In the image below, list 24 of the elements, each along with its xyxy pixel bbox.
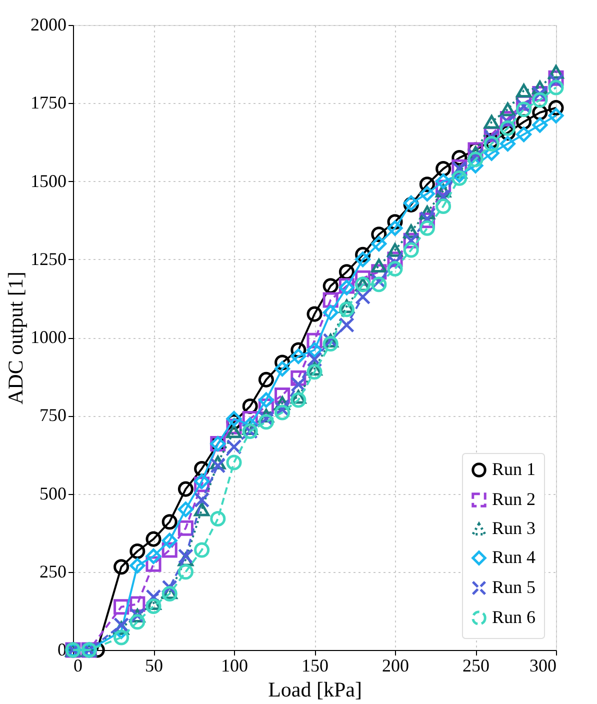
legend-label: Run 6: [492, 607, 536, 627]
legend-label: Run 4: [492, 547, 536, 567]
x-tick-label: 150: [302, 656, 328, 676]
x-tick-label: 250: [462, 656, 490, 676]
x-tick-label: 100: [221, 656, 248, 676]
y-axis-title: ADC output [1]: [4, 272, 28, 404]
y-tick-label: 250: [40, 561, 66, 582]
y-tick-label: 0: [58, 640, 66, 660]
y-tick-label: 1250: [30, 248, 66, 269]
x-axis-title: Load [kPa]: [268, 678, 362, 702]
y-tick-label: 1750: [30, 92, 66, 113]
legend-label: Run 5: [492, 577, 536, 597]
x-tick-label: 50: [145, 656, 163, 676]
x-tick-label: 300: [530, 656, 556, 676]
x-tick-label: 0: [74, 656, 82, 676]
y-tick-label: 1000: [30, 327, 66, 347]
y-tick-label: 2000: [30, 14, 66, 34]
legend-label: Run 3: [492, 518, 536, 538]
y-tick-label: 500: [40, 483, 66, 504]
legend-label: Run 1: [492, 459, 536, 479]
legend-label: Run 2: [492, 489, 536, 509]
x-tick-label: 200: [382, 656, 409, 676]
y-tick-label: 1500: [30, 170, 66, 191]
y-tick-label: 750: [40, 405, 66, 426]
